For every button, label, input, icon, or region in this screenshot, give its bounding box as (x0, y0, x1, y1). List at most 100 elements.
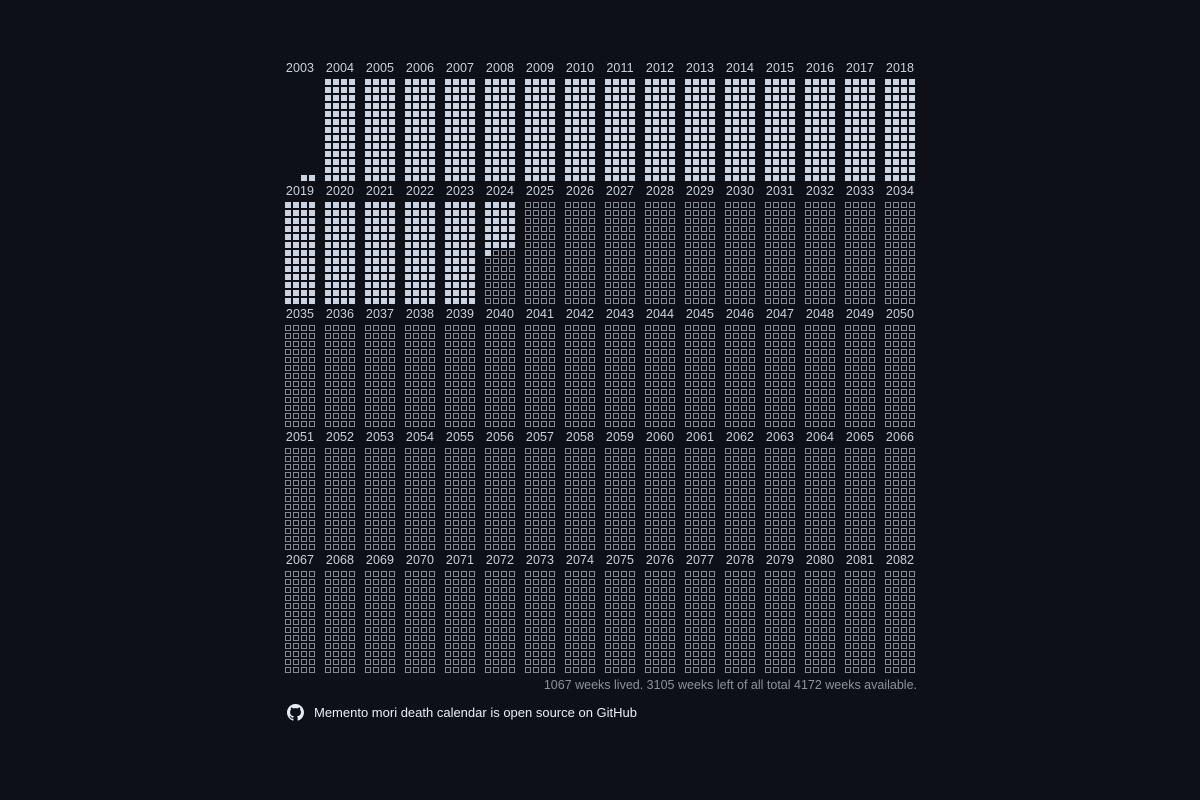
week-future (821, 627, 827, 633)
week-future (693, 421, 699, 427)
week-lived (901, 159, 907, 165)
week-future (485, 349, 491, 355)
week-future (901, 234, 907, 240)
week-future (629, 659, 635, 665)
week-future (813, 571, 819, 577)
week-future (733, 413, 739, 419)
year-block: 2066 (880, 427, 920, 550)
week-lived (845, 167, 851, 173)
week-future (869, 448, 875, 454)
week-future (533, 250, 539, 256)
week-lived (885, 127, 891, 133)
week-lived (829, 87, 835, 93)
week-future (869, 381, 875, 387)
week-future (405, 381, 411, 387)
year-label: 2028 (645, 184, 675, 198)
week-future (485, 472, 491, 478)
week-future (685, 373, 691, 379)
week-lived (453, 250, 459, 256)
week-lived (349, 258, 355, 264)
week-lived (853, 135, 859, 141)
week-lived (765, 127, 771, 133)
week-future (573, 472, 579, 478)
week-lived (645, 87, 651, 93)
week-future (773, 456, 779, 462)
week-future (773, 520, 779, 526)
week-future (333, 349, 339, 355)
week-lived (509, 151, 515, 157)
week-future (365, 488, 371, 494)
week-future (861, 210, 867, 216)
year-block: 2071 (440, 550, 480, 673)
week-future (541, 202, 547, 208)
week-future (485, 298, 491, 304)
week-future (901, 365, 907, 371)
week-future (333, 397, 339, 403)
week-future (381, 520, 387, 526)
week-future (725, 619, 731, 625)
week-lived (373, 151, 379, 157)
week-future (533, 202, 539, 208)
year-label: 2065 (845, 430, 875, 444)
week-future (325, 349, 331, 355)
week-future (493, 536, 499, 542)
week-future (501, 325, 507, 331)
week-future (445, 325, 451, 331)
week-lived (789, 127, 795, 133)
week-lived (765, 79, 771, 85)
week-future (829, 290, 835, 296)
week-future (285, 520, 291, 526)
week-lived (429, 167, 435, 173)
week-future (333, 619, 339, 625)
week-lived (509, 218, 515, 224)
week-lived (821, 87, 827, 93)
week-future (469, 651, 475, 657)
week-future (469, 448, 475, 454)
week-future (829, 512, 835, 518)
week-future (525, 234, 531, 240)
week-future (509, 520, 515, 526)
week-future (645, 520, 651, 526)
week-lived (773, 151, 779, 157)
week-future (861, 536, 867, 542)
week-lived (709, 175, 715, 181)
year-block: 2041 (520, 304, 560, 427)
week-future (613, 381, 619, 387)
week-future (869, 659, 875, 665)
week-lived (461, 266, 467, 272)
week-future (669, 528, 675, 534)
week-lived (469, 298, 475, 304)
week-future (669, 242, 675, 248)
week-future (709, 480, 715, 486)
week-future (509, 456, 515, 462)
week-future (869, 504, 875, 510)
week-future (829, 365, 835, 371)
week-lived (501, 175, 507, 181)
week-future (749, 333, 755, 339)
week-lived (661, 135, 667, 141)
week-future (389, 496, 395, 502)
week-grid (885, 571, 915, 673)
week-future (749, 651, 755, 657)
week-future (813, 496, 819, 502)
week-future (813, 544, 819, 550)
week-future (501, 528, 507, 534)
week-future (885, 389, 891, 395)
week-future (693, 659, 699, 665)
week-future (389, 413, 395, 419)
week-future (621, 659, 627, 665)
week-future (461, 421, 467, 427)
week-future (533, 456, 539, 462)
week-future (365, 651, 371, 657)
week-future (773, 472, 779, 478)
week-future (565, 544, 571, 550)
week-future (525, 405, 531, 411)
github-link[interactable]: Memento mori death calendar is open sour… (287, 702, 637, 722)
week-future (589, 472, 595, 478)
week-future (605, 571, 611, 577)
week-future (485, 448, 491, 454)
week-future (773, 258, 779, 264)
week-future (581, 544, 587, 550)
week-lived (773, 159, 779, 165)
week-future (821, 266, 827, 272)
